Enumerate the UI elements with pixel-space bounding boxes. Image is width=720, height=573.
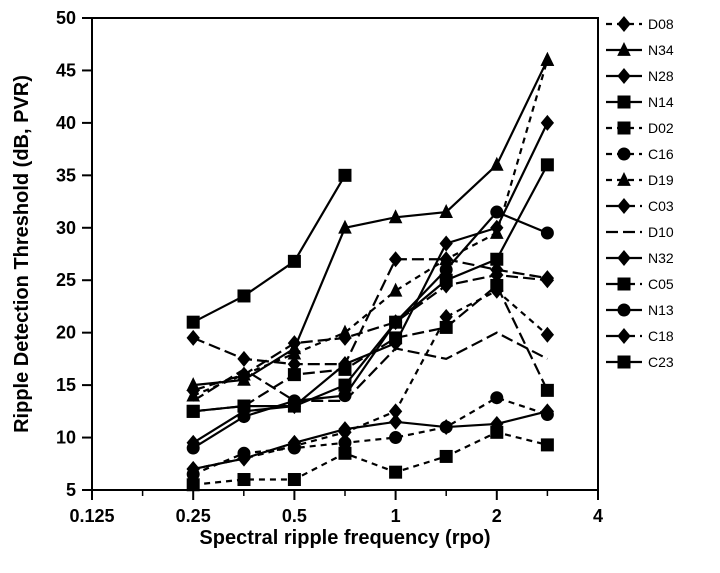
- legend-label-C03: C03: [648, 198, 674, 214]
- marker-C05: [187, 405, 199, 417]
- marker-N13: [440, 264, 452, 276]
- x-tick-label: 2: [492, 506, 502, 526]
- legend-label-C18: C18: [648, 328, 674, 344]
- ripple-threshold-chart: 0.125 0.25 0.5 1 2 4 Spectral ripple frequency…: [0, 0, 720, 573]
- legend-label-D08: D08: [648, 16, 674, 32]
- x-axis-label: Spectral ripple frequency (rpo): [199, 527, 490, 549]
- legend-label-D19: D19: [648, 172, 674, 188]
- legend-marker-C16: [618, 148, 630, 160]
- legend-marker-D02: [618, 122, 630, 134]
- legend-label-C23: C23: [648, 354, 674, 370]
- marker-C16: [390, 432, 402, 444]
- marker-C23: [288, 255, 300, 267]
- y-tick-label: 5: [66, 480, 76, 500]
- marker-C23: [238, 290, 250, 302]
- marker-D02: [238, 474, 250, 486]
- marker-C16: [339, 437, 351, 449]
- legend-marker-C05: [618, 278, 630, 290]
- x-tick-label: 0.5: [282, 506, 307, 526]
- x-tick-label: 4: [593, 506, 603, 526]
- marker-C05: [541, 384, 553, 396]
- legend-marker-N13: [618, 304, 630, 316]
- plot-background: [0, 0, 720, 573]
- legend-marker-N14: [618, 96, 630, 108]
- marker-N13: [238, 411, 250, 423]
- marker-D02: [288, 474, 300, 486]
- marker-C23: [339, 169, 351, 181]
- y-tick-label: 40: [56, 113, 76, 133]
- marker-C05: [339, 363, 351, 375]
- legend-label-N34: N34: [648, 42, 674, 58]
- y-tick-label: 50: [56, 8, 76, 28]
- legend-label-D10: D10: [648, 224, 674, 240]
- legend-label-N13: N13: [648, 302, 674, 318]
- y-tick-label: 25: [56, 270, 76, 290]
- marker-D02: [541, 439, 553, 451]
- marker-N14: [541, 159, 553, 171]
- y-axis-label: Ripple Detection Threshold (dB, PVR): [11, 75, 33, 433]
- y-tick-label: 45: [56, 60, 76, 80]
- legend-label-C16: C16: [648, 146, 674, 162]
- marker-C05: [390, 332, 402, 344]
- y-tick-label: 30: [56, 218, 76, 238]
- marker-N13: [288, 395, 300, 407]
- x-tick-label: 1: [391, 506, 401, 526]
- legend-marker-C23: [618, 356, 630, 368]
- legend-label-C05: C05: [648, 276, 674, 292]
- marker-C16: [491, 392, 503, 404]
- legend-label-N32: N32: [648, 250, 674, 266]
- y-tick-label: 35: [56, 165, 76, 185]
- x-tick-label: 0.25: [176, 506, 211, 526]
- marker-D02: [390, 466, 402, 478]
- marker-C05: [440, 321, 452, 333]
- y-tick-label: 15: [56, 375, 76, 395]
- marker-C05: [288, 369, 300, 381]
- y-tick-label: 20: [56, 323, 76, 343]
- marker-N13: [491, 206, 503, 218]
- legend-label-N14: N14: [648, 94, 674, 110]
- marker-D02: [440, 450, 452, 462]
- legend-label-D02: D02: [648, 120, 674, 136]
- legend-label-N28: N28: [648, 68, 674, 84]
- y-tick-label: 10: [56, 428, 76, 448]
- marker-N13: [187, 442, 199, 454]
- marker-N13: [339, 390, 351, 402]
- chart-container: { "chart": { "type": "line-scatter", "wi…: [0, 0, 720, 573]
- marker-N13: [541, 227, 553, 239]
- x-tick-label: 0.125: [69, 506, 114, 526]
- marker-C23: [187, 316, 199, 328]
